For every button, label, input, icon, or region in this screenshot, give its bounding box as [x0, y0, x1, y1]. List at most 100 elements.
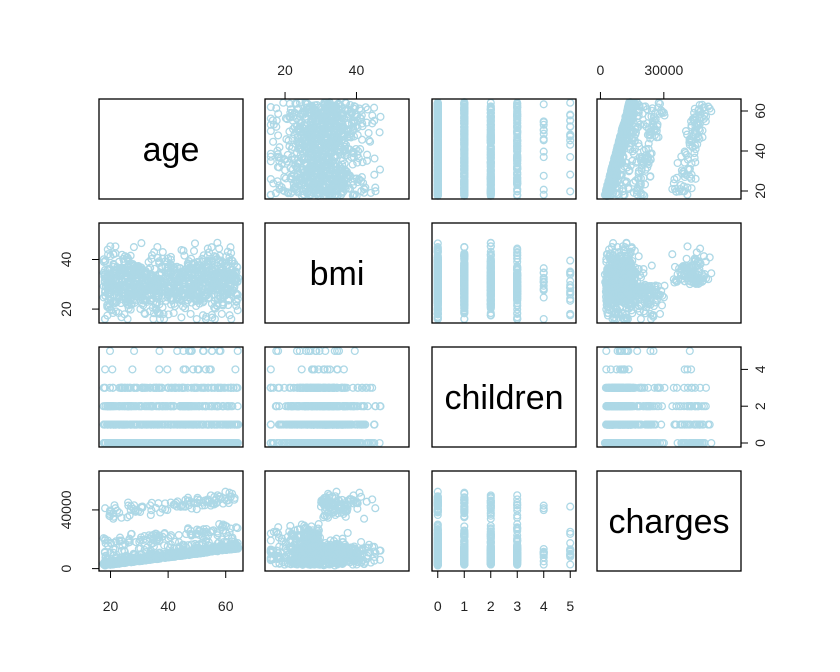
panel-bmi-vs-age [99, 238, 243, 324]
data-point [329, 159, 338, 168]
data-point [322, 105, 331, 114]
data-point [266, 157, 275, 166]
data-point [334, 134, 343, 143]
data-point [364, 128, 373, 138]
data-point [375, 128, 384, 137]
data-point [137, 239, 146, 248]
panel-age-vs-bmi [266, 98, 385, 200]
data-point [370, 103, 379, 112]
data-point [300, 121, 309, 130]
data-point [287, 108, 297, 118]
data-point [647, 261, 656, 270]
data-point [186, 309, 195, 318]
data-point [539, 120, 548, 129]
data-point [566, 170, 575, 179]
data-point [325, 129, 334, 138]
data-point [331, 103, 340, 112]
data-point [272, 122, 281, 131]
data-point [539, 314, 548, 324]
data-point [376, 112, 385, 121]
data-point [282, 157, 292, 166]
data-point [288, 116, 297, 125]
data-point [314, 161, 323, 170]
data-point [566, 140, 575, 149]
data-point [294, 104, 303, 113]
data-point [670, 262, 680, 271]
data-point [353, 178, 362, 187]
data-point [566, 187, 575, 196]
data-point [359, 184, 369, 193]
data-point [279, 98, 288, 107]
data-point [301, 99, 310, 108]
data-point [358, 158, 367, 167]
data-point [269, 137, 278, 146]
data-point [302, 141, 311, 150]
data-point [539, 129, 548, 138]
data-point [325, 190, 334, 199]
data-point [341, 140, 351, 149]
panel-age-vs-charges [600, 98, 716, 200]
data-point [277, 183, 286, 192]
data-point [328, 138, 337, 147]
data-point [566, 256, 575, 265]
data-point [330, 147, 339, 156]
data-point [273, 177, 282, 186]
data-point [317, 169, 326, 178]
data-point [332, 166, 341, 175]
data-point [319, 118, 328, 128]
data-point [539, 117, 548, 126]
data-point [190, 239, 200, 248]
data-point [566, 152, 575, 162]
data-point [153, 242, 162, 252]
data-point [301, 184, 310, 193]
data-point [273, 146, 282, 155]
data-point [297, 131, 306, 140]
data-point [349, 190, 358, 199]
data-point [192, 314, 201, 324]
data-point [338, 114, 347, 123]
data-point [347, 109, 356, 118]
data-point [285, 142, 294, 151]
data-point [357, 114, 366, 123]
data-point [314, 146, 323, 155]
data-point [292, 114, 301, 123]
data-point [375, 165, 385, 174]
data-point [566, 98, 575, 107]
data-point [311, 180, 320, 189]
panel-bmi-vs-children [433, 238, 575, 324]
data-point [361, 183, 370, 192]
data-point [368, 119, 377, 128]
data-point [673, 158, 682, 168]
data-point [353, 158, 362, 167]
data-point [288, 152, 297, 162]
data-point [293, 158, 302, 168]
data-point [336, 118, 345, 127]
data-point [295, 138, 304, 147]
data-point [348, 160, 357, 169]
data-point [539, 171, 548, 180]
data-point [302, 188, 311, 197]
data-point [352, 112, 361, 121]
data-point [177, 313, 186, 322]
data-point [304, 108, 313, 117]
data-point [309, 153, 318, 162]
data-point [566, 132, 575, 141]
data-point [539, 190, 548, 199]
panel-age-vs-children [433, 98, 575, 200]
data-point [285, 99, 294, 108]
data-point [668, 250, 677, 259]
data-point [370, 170, 379, 179]
data-point [292, 127, 301, 136]
data-point [539, 293, 548, 302]
data-point [266, 190, 275, 199]
data-point [539, 147, 548, 156]
data-point [363, 150, 372, 159]
data-point [687, 174, 696, 183]
data-point [281, 174, 290, 183]
data-point [368, 111, 377, 120]
data-point [337, 172, 346, 181]
data-point [566, 136, 575, 145]
data-point [362, 118, 371, 127]
points-layer [99, 98, 716, 570]
